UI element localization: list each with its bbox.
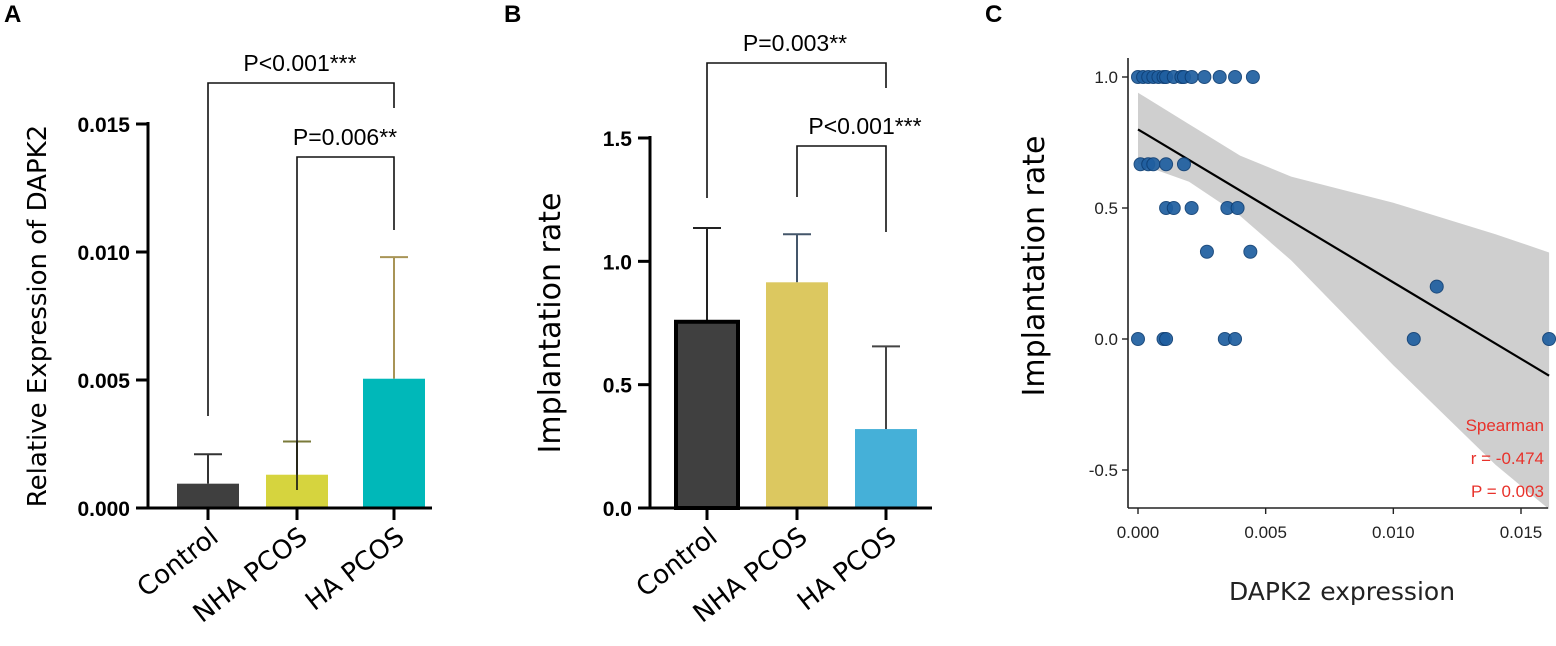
y-tick-label: 0.005 bbox=[77, 370, 130, 393]
y-tick-label: 0.000 bbox=[77, 498, 130, 521]
data-point bbox=[1212, 70, 1227, 84]
significance-label: P=0.006** bbox=[293, 124, 397, 150]
y-tick-label: 0.010 bbox=[77, 242, 130, 265]
data-point bbox=[1228, 70, 1243, 84]
y-tick-label: 0.5 bbox=[1094, 199, 1118, 218]
data-point bbox=[1245, 70, 1260, 84]
data-point bbox=[1542, 332, 1556, 346]
x-tick-label: 0.015 bbox=[1500, 523, 1543, 542]
y-tick-label: 1.0 bbox=[603, 251, 632, 274]
data-point bbox=[1243, 244, 1258, 259]
y-axis-label: Implantation rate bbox=[1017, 136, 1052, 397]
bar-control bbox=[674, 319, 740, 510]
significance-bracket bbox=[706, 62, 887, 198]
spearman-stat-line: P = 0.003 bbox=[1471, 482, 1544, 501]
data-point bbox=[1176, 157, 1191, 172]
data-point bbox=[1159, 157, 1174, 172]
data-point bbox=[1184, 201, 1199, 215]
significance-bracket bbox=[207, 82, 395, 416]
y-tick-label: 1.5 bbox=[603, 128, 633, 151]
panel-c-chart: 1.0 0.5 0.0 -0.5 0.000 0.005 0.010 0.015 DAPK2 e… bbox=[1017, 58, 1556, 606]
bar-nha-pcos bbox=[766, 282, 828, 508]
panel-letter-c: C bbox=[985, 1, 1002, 28]
significance-bracket bbox=[296, 156, 395, 490]
significance-bracket bbox=[796, 145, 887, 232]
panel-letter-b: B bbox=[504, 1, 521, 28]
y-axis-label: Relative Expression of DAPK2 bbox=[23, 125, 53, 507]
data-point bbox=[1159, 332, 1174, 346]
significance-label: P<0.001*** bbox=[808, 113, 921, 139]
y-tick-label: 0.015 bbox=[77, 114, 130, 137]
spearman-stat-line: Spearman bbox=[1466, 416, 1544, 435]
y-tick-label: -0.5 bbox=[1089, 461, 1118, 480]
data-point bbox=[1184, 70, 1199, 84]
x-category-label: HA PCOS bbox=[300, 522, 410, 617]
data-point bbox=[1146, 157, 1161, 172]
regression-line bbox=[1137, 128, 1550, 377]
significance-label: P=0.003** bbox=[743, 30, 847, 56]
confidence-band bbox=[1138, 92, 1550, 510]
y-tick-label: 1.0 bbox=[1094, 68, 1118, 87]
y-tick-label: 0.5 bbox=[603, 375, 633, 398]
x-category-label: HA PCOS bbox=[792, 522, 902, 617]
data-point bbox=[1197, 70, 1212, 84]
data-point bbox=[1406, 332, 1421, 346]
y-tick-label: 0.0 bbox=[603, 498, 632, 521]
panel-letter-a: A bbox=[4, 1, 21, 28]
significance-label: P<0.001*** bbox=[243, 50, 356, 76]
bar-control bbox=[177, 483, 239, 508]
x-tick-label: 0.005 bbox=[1244, 523, 1287, 542]
bar-ha-pcos bbox=[855, 429, 917, 508]
bar-ha-pcos bbox=[363, 378, 425, 508]
data-point bbox=[1228, 332, 1243, 346]
panel-a-chart: 0.000 0.005 0.010 0.015 Relative Expression … bbox=[23, 50, 432, 629]
data-point bbox=[1429, 279, 1444, 294]
spearman-stat-line: r = -0.474 bbox=[1471, 449, 1544, 468]
data-point bbox=[1166, 201, 1181, 215]
y-tick-label: 0.0 bbox=[1094, 330, 1118, 349]
data-point bbox=[1199, 244, 1214, 259]
data-point bbox=[1230, 201, 1245, 215]
x-tick-label: 0.000 bbox=[1117, 523, 1160, 542]
y-axis-label: Implantation rate bbox=[533, 193, 568, 454]
x-axis-label: DAPK2 expression bbox=[1229, 577, 1455, 606]
data-point bbox=[1131, 332, 1145, 346]
x-tick-label: 0.010 bbox=[1372, 523, 1415, 542]
